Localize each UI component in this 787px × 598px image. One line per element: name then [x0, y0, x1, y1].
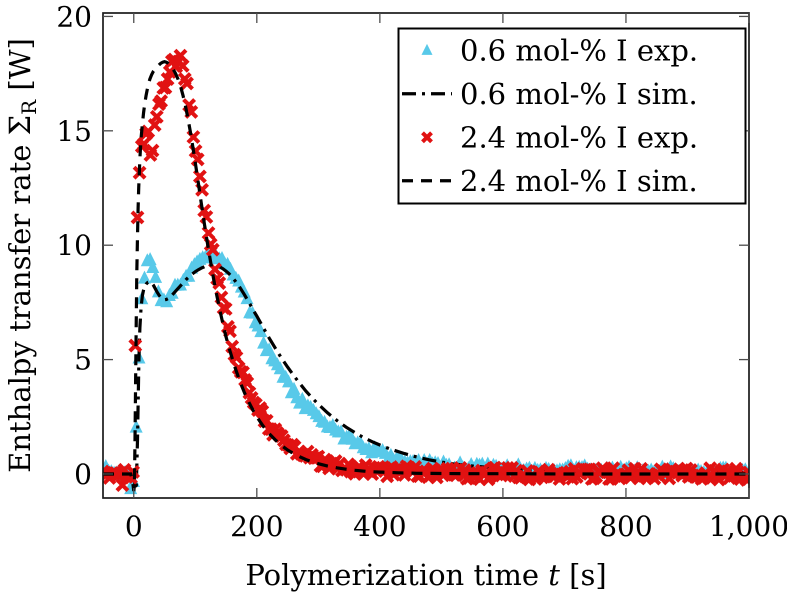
y-tick-label: 5	[74, 344, 92, 377]
x-tick-label: 200	[230, 510, 283, 543]
x-marker	[201, 226, 216, 240]
y-tick-label: 20	[56, 0, 92, 33]
x-marker	[130, 210, 145, 225]
x-tick-label: 1,000	[709, 510, 787, 543]
plot-data-layer	[103, 48, 749, 495]
triangle-marker	[151, 284, 165, 298]
x-marker	[180, 76, 194, 91]
y-tick-label: 15	[56, 115, 92, 148]
series-line-1	[103, 263, 749, 491]
x-tick-label: 0	[125, 510, 143, 543]
legend-entry-label: 2.4 mol-% I sim.	[460, 164, 698, 198]
x-marker	[421, 131, 433, 144]
x-marker	[229, 350, 244, 365]
triangle-marker	[146, 260, 160, 273]
triangle-marker	[149, 269, 163, 283]
x-marker	[255, 404, 270, 419]
x-tick-label: 400	[353, 510, 406, 543]
legend-entry-label: 0.6 mol-% I exp.	[460, 33, 698, 67]
triangle-marker	[421, 43, 433, 55]
x-marker	[212, 276, 227, 291]
triangle-marker	[138, 270, 151, 284]
legend-box	[397, 27, 747, 205]
y-axis-label: Enthalpy transfer rate ΣR [W]	[3, 38, 41, 473]
triangle-marker	[254, 324, 268, 338]
x-tick-label: 800	[599, 510, 652, 543]
series-markers-0	[103, 245, 749, 495]
x-marker	[154, 94, 169, 109]
triangle-marker	[165, 285, 179, 299]
y-tick-label: 0	[74, 458, 92, 491]
plot-frame	[102, 12, 750, 499]
x-tick-label: 600	[476, 510, 529, 543]
x-marker	[149, 109, 164, 124]
x-marker	[173, 48, 188, 63]
x-marker	[175, 58, 190, 73]
x-marker	[145, 143, 160, 158]
y-tick-label: 10	[56, 229, 92, 262]
x-marker	[742, 465, 749, 480]
triangle-marker	[282, 374, 295, 388]
legend-entry-label: 2.4 mol-% I exp.	[460, 120, 698, 154]
series-line-3	[103, 60, 749, 492]
triangle-marker	[295, 391, 309, 405]
x-axis-label: Polymerization time t [s]	[245, 558, 606, 592]
legend-entry-label: 0.6 mol-% I sim.	[460, 77, 698, 111]
